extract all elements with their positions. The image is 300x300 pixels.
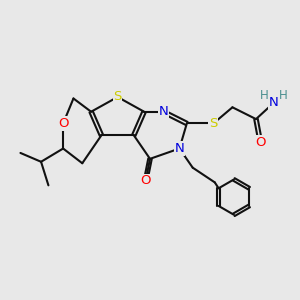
Text: O: O: [255, 136, 266, 149]
Text: N: N: [175, 142, 184, 155]
Text: N: N: [158, 105, 168, 118]
Text: O: O: [58, 117, 68, 130]
Text: N: N: [269, 96, 278, 110]
Text: H: H: [260, 89, 268, 102]
Text: S: S: [113, 91, 122, 103]
Text: H: H: [279, 89, 287, 102]
Text: S: S: [209, 117, 218, 130]
Text: O: O: [140, 174, 151, 188]
